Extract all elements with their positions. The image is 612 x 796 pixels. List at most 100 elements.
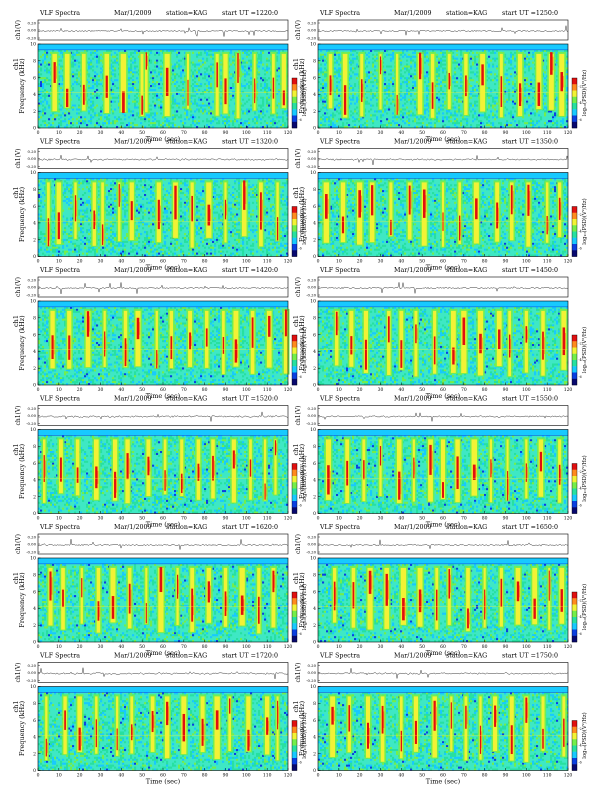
spectrogram-cell	[244, 103, 246, 105]
timeseries-frame	[38, 20, 288, 40]
spectrogram-cell	[208, 120, 210, 122]
spectrogram-cell	[156, 99, 158, 101]
spectrogram-cell	[152, 77, 154, 79]
spectrogram-cell	[454, 71, 456, 73]
spectrogram-cell	[88, 120, 90, 122]
spectrogram-cell	[524, 60, 526, 62]
spectrogram-cell	[496, 50, 498, 52]
spectrogram-cell	[90, 247, 92, 249]
spectrogram-cell	[166, 120, 168, 122]
spectrogram-cell	[494, 58, 496, 60]
spectrogram-cell	[390, 66, 392, 68]
spectrogram-cell	[98, 79, 100, 81]
spectrogram-cell	[242, 66, 244, 68]
spectrogram-cell	[278, 50, 280, 52]
spectrogram-cell	[80, 198, 82, 200]
spectrogram-cell	[510, 99, 512, 101]
spectrogram-cell	[232, 87, 234, 89]
spectrogram-cell	[172, 67, 174, 69]
spectrogram-cell	[122, 253, 124, 255]
spectrogram-cell	[440, 62, 442, 64]
spectrogram-cell	[492, 50, 494, 52]
spectrogram-cell	[334, 62, 336, 64]
spectrogram-cell	[562, 120, 564, 122]
spectrogram-cell	[174, 116, 176, 118]
spectrogram-cell	[278, 67, 280, 69]
timeseries-tick-label: 0.00	[28, 28, 37, 33]
spectrogram-cell	[94, 114, 96, 116]
spectrogram-cell	[158, 97, 160, 99]
spectrogram-cell	[132, 87, 134, 89]
spectrogram-cell	[350, 54, 352, 56]
spectrogram-cell	[440, 89, 442, 91]
spectrogram-cell	[40, 249, 42, 251]
spectrogram-cell	[406, 107, 408, 109]
spectrogram-cell	[322, 107, 324, 109]
spectrogram-cell	[250, 83, 252, 85]
spectrogram-cell	[322, 118, 324, 120]
spectrogram-cell	[444, 56, 446, 58]
spectrogram-cell	[328, 116, 330, 118]
spectrogram-cell	[102, 124, 104, 126]
spectrogram-cell	[334, 52, 336, 54]
spectrogram-cell	[390, 122, 392, 124]
spectrogram-cell	[444, 85, 446, 87]
spectrogram-cell	[78, 112, 80, 114]
spectrogram-cell	[90, 122, 92, 124]
spectrogram-cell	[198, 108, 200, 110]
spectrogram-cell	[124, 237, 126, 239]
spectrogram-cell	[384, 124, 386, 126]
spectrogram-cell	[154, 54, 156, 56]
spectrogram-cell	[260, 62, 262, 64]
spectrogram-cell	[46, 52, 48, 54]
spectrogram-cell	[352, 120, 354, 122]
spectrogram-cell	[324, 105, 326, 107]
spectrogram-cell	[82, 253, 84, 255]
spectrogram-cell	[106, 237, 108, 239]
spectrogram-cell	[124, 180, 126, 182]
spectrogram-cell	[322, 58, 324, 60]
spectrogram-cell	[90, 114, 92, 116]
spectrogram-cell	[512, 58, 514, 60]
spectrogram-cell	[42, 87, 44, 89]
spectrogram-cell	[208, 54, 210, 56]
spectrogram-cell	[350, 114, 352, 116]
spectrogram-cell	[506, 108, 508, 110]
spectrogram-cell	[60, 83, 62, 85]
spectrogram-cell	[370, 118, 372, 120]
spectrogram-cell	[112, 233, 114, 235]
spectrogram-cell	[124, 215, 126, 217]
spectrogram-cell	[136, 66, 138, 68]
spectrogram-cell	[404, 81, 406, 83]
spectrogram-cell	[350, 110, 352, 112]
spectrogram-cell	[492, 97, 494, 99]
spectrogram-cell	[96, 73, 98, 75]
x-tick-label: 40	[398, 130, 404, 136]
spectrogram-cell	[324, 60, 326, 62]
spectrogram-cell	[544, 110, 546, 112]
spectrogram-cell	[68, 200, 70, 202]
spectrogram-cell	[130, 69, 132, 71]
spectrogram-cell	[40, 233, 42, 235]
spectrogram-cell	[154, 83, 156, 85]
spectrogram-cell	[136, 97, 138, 99]
spectrogram-cell	[246, 112, 248, 114]
spectrogram-cell	[192, 118, 194, 120]
spectrogram-cell	[204, 108, 206, 110]
spectrogram-cell	[442, 105, 444, 107]
spectrogram-cell	[402, 112, 404, 114]
spectrogram-cell	[180, 114, 182, 116]
spectrogram-cell	[130, 87, 132, 89]
spectrogram-cell	[174, 99, 176, 101]
spectrogram-cell	[324, 64, 326, 66]
spectrogram-cell	[170, 122, 172, 124]
spectrogram-cell	[400, 114, 402, 116]
spectrogram-cell	[262, 97, 264, 99]
spectrogram-cell	[52, 112, 54, 114]
spectrogram-cell	[456, 81, 458, 83]
spectrogram-cell	[68, 188, 70, 190]
spectrogram-cell	[66, 186, 68, 188]
spectrogram-cell	[440, 58, 442, 60]
spectrogram-cell	[192, 116, 194, 118]
